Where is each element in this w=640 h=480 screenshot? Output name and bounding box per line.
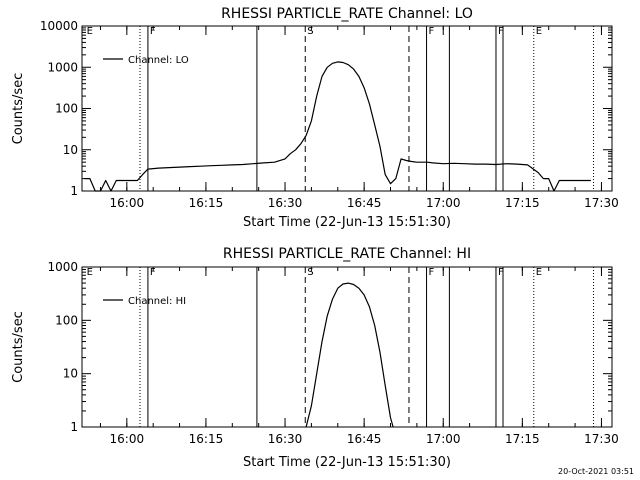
legend-label: Channel: LO (128, 55, 189, 66)
y-tick-label: 10 (63, 367, 78, 381)
y-axis-label: Counts/sec (11, 311, 26, 383)
x-tick-label: 17:30 (584, 432, 619, 446)
x-tick-label: 16:00 (110, 432, 145, 446)
event-marker-label: S (307, 267, 313, 278)
x-tick-label: 16:15 (189, 432, 224, 446)
x-tick-label: 16:00 (110, 196, 145, 210)
event-marker-label: E (87, 267, 93, 278)
x-axis-label: Start Time (22-Jun-13 15:51:30) (243, 215, 451, 230)
chart-title: RHESSI PARTICLE_RATE Channel: HI (223, 246, 471, 262)
plot-frame (81, 266, 613, 428)
y-tick-label: 10 (63, 143, 78, 157)
event-marker-label: E (87, 26, 93, 37)
data-series-line (305, 282, 394, 428)
event-marker-label: F (498, 26, 504, 37)
event-marker-label: S (307, 26, 313, 37)
chart-title: RHESSI PARTICLE_RATE Channel: LO (221, 6, 473, 22)
y-tick-label: 1000 (47, 260, 78, 274)
x-tick-label: 16:45 (347, 196, 382, 210)
x-tick-label: 16:15 (189, 196, 224, 210)
x-tick-label: 17:30 (584, 196, 619, 210)
event-marker-label: F (150, 267, 156, 278)
x-axis-label: Start Time (22-Jun-13 15:51:30) (243, 455, 451, 470)
y-tick-label: 1 (70, 420, 78, 434)
lo-channel-chart: RHESSI PARTICLE_RATE Channel: LO 1 10 100 10… (11, 6, 619, 230)
data-series-line (84, 61, 591, 192)
timestamp-footer: 20-Oct-2021 03:51 (558, 467, 634, 476)
event-marker-label: F (429, 267, 435, 278)
hi-channel-chart: RHESSI PARTICLE_RATE Channel: HI 1 10 100 10… (11, 246, 619, 470)
y-tick-label: 100 (55, 313, 78, 327)
x-tick-label: 17:00 (426, 432, 461, 446)
y-tick-label: 1 (70, 184, 78, 198)
y-axis-label: Counts/sec (11, 73, 26, 145)
event-marker-label: E (536, 267, 542, 278)
x-tick-label: 17:15 (505, 196, 540, 210)
event-marker-label: E (536, 26, 542, 37)
event-marker-label: F (429, 26, 435, 37)
x-tick-label: 17:00 (426, 196, 461, 210)
x-tick-label: 16:45 (347, 432, 382, 446)
event-marker-label: F (498, 267, 504, 278)
x-tick-label: 17:15 (505, 432, 540, 446)
y-tick-label: 10000 (40, 19, 78, 33)
legend-label: Channel: HI (128, 296, 186, 307)
y-tick-label: 1000 (47, 60, 78, 74)
event-marker-label: F (150, 26, 156, 37)
y-tick-label: 100 (55, 102, 78, 116)
x-tick-label: 16:30 (268, 196, 303, 210)
x-tick-label: 16:30 (268, 432, 303, 446)
